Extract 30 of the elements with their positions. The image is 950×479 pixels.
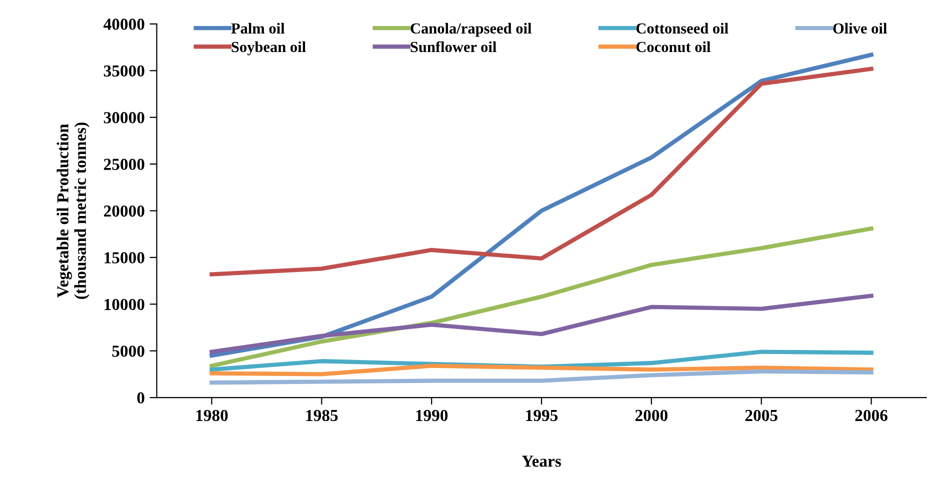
y-tick-label: 25000: [104, 158, 144, 170]
y-tick-label: 5000: [112, 346, 144, 357]
legend-label: Canola/rapseed oil: [410, 22, 532, 37]
line-series: [210, 294, 874, 354]
legend-label: Sunflower oil: [410, 41, 496, 52]
y-tick-label: 30000: [104, 112, 144, 124]
x-tick-label: 1990: [416, 410, 448, 422]
y-axis-title: Vegetable oil Production (thousand metric tonnes): [56, 122, 90, 299]
line-series: [210, 364, 874, 376]
y-tick-label: 15000: [104, 252, 144, 264]
legend-label: Olive oil: [833, 22, 887, 34]
line-series: [210, 66, 874, 276]
y-tick-label: 10000: [104, 298, 144, 310]
x-axis-title: Years: [522, 456, 561, 467]
x-tick-label: 2005: [745, 410, 778, 422]
x-tick-label: 1980: [196, 410, 228, 422]
y-tick-label: 20000: [104, 205, 144, 217]
y-tick-label: 40000: [104, 18, 144, 30]
y-tick-label: 0: [137, 392, 144, 404]
y-tick-label: 35000: [104, 65, 144, 77]
legend-label: Coconut oil: [636, 41, 711, 52]
x-tick-label: 1995: [526, 410, 558, 422]
legend-label: Soybean oil: [232, 41, 306, 56]
x-tick-label: 2000: [635, 410, 668, 422]
legend-label: Palm oil: [231, 22, 285, 34]
line-series: [210, 369, 874, 385]
x-tick-label: 2006: [855, 410, 888, 422]
legend-label: Cottonseed oil: [636, 22, 728, 34]
x-tick-label: 1985: [306, 410, 338, 422]
line-series: [210, 226, 874, 368]
